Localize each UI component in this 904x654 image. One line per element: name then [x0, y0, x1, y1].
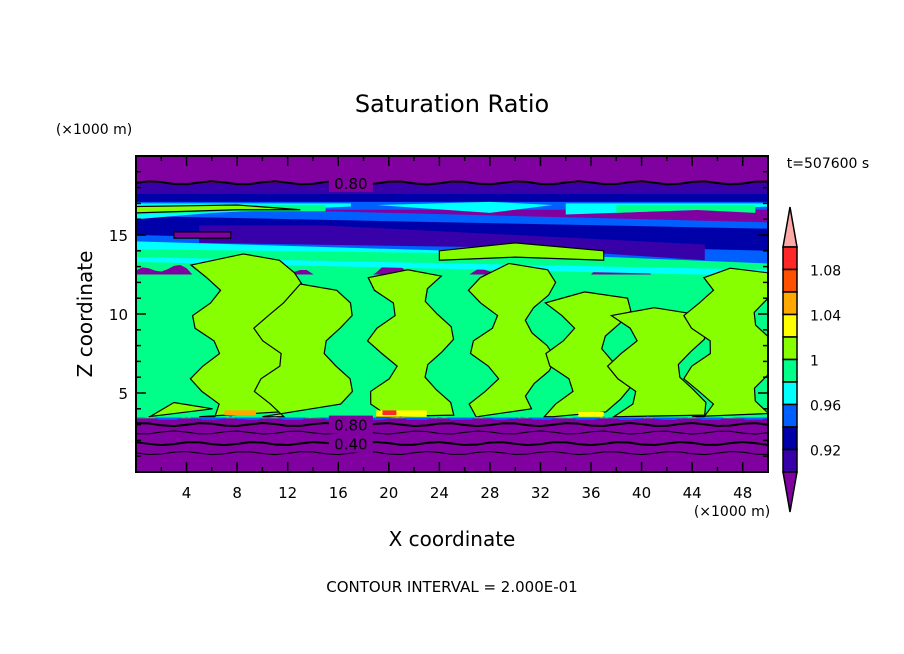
purple-patch — [173, 231, 232, 239]
y-tick-label: 15 — [109, 227, 128, 245]
x-tick-label: 12 — [278, 484, 297, 502]
cyan-patch-mid — [376, 201, 554, 213]
x-tick-label: 48 — [733, 484, 752, 502]
contour-label: 0.80 — [334, 417, 367, 435]
red-spot — [382, 410, 397, 416]
x-axis-label: X coordinate — [389, 527, 516, 551]
contour-label: 0.80 — [334, 175, 367, 193]
contour-interval-footer: CONTOUR INTERVAL = 2.000E-01 — [326, 578, 577, 596]
band-green-upper — [136, 258, 768, 287]
contour-line — [136, 430, 768, 435]
colorbar-box — [782, 381, 798, 406]
lime-plume — [366, 269, 455, 418]
contour-label-bg — [328, 415, 373, 434]
x-tick-label: 44 — [683, 484, 702, 502]
band-purple-lower — [136, 419, 768, 472]
x-units-label: (×1000 m) — [694, 504, 770, 520]
x-tick-label: 8 — [232, 484, 242, 502]
colorbar-box — [782, 448, 798, 473]
colorbar-tick-label: 1.08 — [810, 264, 841, 280]
contour-label-bg — [328, 173, 373, 192]
colorbar-box — [782, 268, 798, 293]
y-units-label: (×1000 m) — [56, 122, 132, 138]
colorbar-box — [782, 426, 798, 451]
lime-plume — [253, 283, 354, 418]
x-tick-label: 28 — [480, 484, 499, 502]
colorbar-box — [782, 246, 798, 271]
green-patch-right — [616, 204, 756, 213]
time-label: t=507600 s — [787, 156, 869, 172]
lime-plume — [606, 307, 707, 418]
colorbar-box — [782, 336, 798, 361]
x-tick-label: 4 — [182, 484, 192, 502]
chart-title: Saturation Ratio — [355, 90, 549, 118]
x-tick-label: 16 — [329, 484, 348, 502]
y-tick-label: 5 — [118, 385, 128, 403]
colorbar: 1.08 1.04 1 0.96 0.92 — [782, 206, 841, 513]
colorbar-box — [782, 313, 798, 338]
x-tick-label: 20 — [379, 484, 398, 502]
colorbar-box — [782, 358, 798, 383]
blue-edge-lower — [136, 416, 768, 422]
y-axis-label: Z coordinate — [73, 251, 97, 378]
colorbar-tick-label: 1.04 — [810, 309, 841, 325]
colorbar-tick-label: 1 — [810, 354, 819, 370]
y-tick-label: 10 — [109, 306, 128, 324]
x-tick-label: 36 — [581, 484, 600, 502]
x-tick-label: 32 — [531, 484, 550, 502]
colorbar-box — [782, 403, 798, 428]
band-indigo-upper — [136, 182, 768, 194]
colorbar-bottom-triangle — [782, 471, 798, 513]
contour-line — [136, 440, 768, 447]
colorbar-tick-label: 0.96 — [810, 399, 841, 415]
lime-plume — [682, 267, 768, 418]
yellow-spot — [578, 411, 604, 417]
colorbar-tick-label: 0.92 — [810, 444, 841, 460]
x-tick-label: 24 — [430, 484, 449, 502]
contour-line — [136, 180, 768, 186]
colorbar-top-triangle — [782, 206, 798, 248]
lime-patch-left — [136, 204, 301, 214]
lime-plume — [148, 401, 213, 418]
colorbar-box — [782, 291, 798, 316]
contour-line — [136, 422, 768, 428]
contour-label-bg — [328, 434, 373, 453]
contour-label: 0.40 — [334, 436, 367, 454]
lime-patch-upper — [438, 242, 605, 261]
x-tick-label: 40 — [632, 484, 651, 502]
contour-field: 0.800.800.40 — [136, 156, 768, 472]
contour-line — [136, 450, 768, 456]
orange-spot — [224, 410, 257, 416]
